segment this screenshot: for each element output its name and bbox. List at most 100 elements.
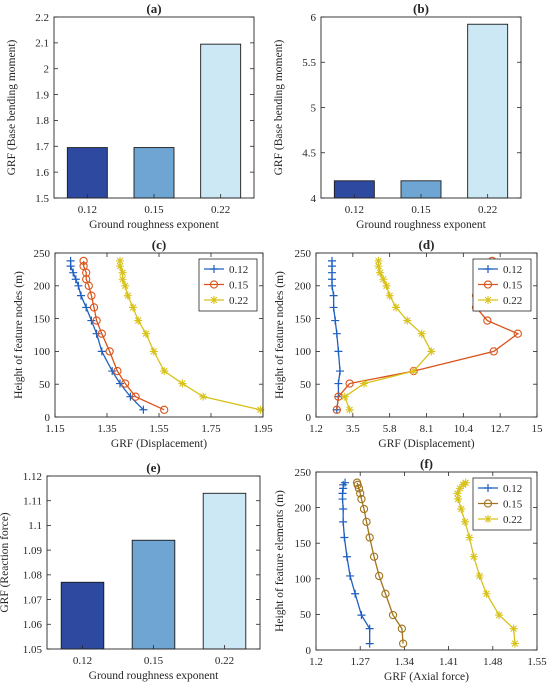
x-tick-label: 0.22 bbox=[478, 204, 497, 216]
x-tick-label: 0.22 bbox=[215, 655, 234, 667]
series-point-0.22 bbox=[199, 392, 208, 401]
panel-f: (f) 0 50 100 150 200 250 1.2 1.27 1.34 1.41 1.48 1.5… bbox=[274, 456, 547, 683]
x-tick-label: 0.15 bbox=[144, 655, 164, 667]
series-point-0.15 bbox=[105, 347, 114, 356]
legend-label: 0.22 bbox=[503, 295, 522, 307]
series-point-0.22 bbox=[427, 347, 436, 356]
series-point-0.15 bbox=[87, 291, 96, 300]
x-axis-label: GRF (Displacement) bbox=[378, 438, 474, 450]
panel-e: (e) 1.05 1.06 1.07 1.08 1.09 1.1 1.11 1.12 0.12 0.… bbox=[0, 460, 261, 682]
series-point-0.12 bbox=[77, 291, 85, 300]
series-point-0.22 bbox=[392, 303, 401, 312]
x-tick-label: 1.95 bbox=[253, 423, 273, 435]
y-tick-label: 250 bbox=[295, 248, 312, 260]
y-tick-label: 4.5 bbox=[302, 148, 316, 160]
x-tick-label: 10.4 bbox=[454, 423, 474, 435]
y-tick-label: 50 bbox=[39, 379, 51, 391]
legend-label: 0.15 bbox=[229, 279, 249, 291]
panel-label: (e) bbox=[146, 460, 160, 475]
series-point-0.15 bbox=[97, 329, 106, 338]
series-point-0.12 bbox=[341, 478, 350, 487]
y-tick-label: 2.2 bbox=[35, 12, 49, 24]
series-point-0.12 bbox=[339, 517, 348, 526]
series-point-0.22 bbox=[129, 303, 137, 312]
x-tick-label: 0.12 bbox=[73, 655, 92, 667]
y-tick-label: 1.8 bbox=[35, 115, 49, 127]
series-point-0.22 bbox=[374, 262, 383, 271]
x-axis-label: Ground roughness exponent bbox=[89, 219, 219, 231]
x-tick-label: 5.8 bbox=[383, 423, 397, 435]
series-point-0.15 bbox=[345, 379, 354, 388]
series-point-0.22 bbox=[409, 367, 418, 376]
series-point-0.22 bbox=[475, 571, 484, 580]
series-point-0.22 bbox=[116, 256, 124, 265]
series-point-0.22 bbox=[482, 589, 491, 598]
y-tick-label: 2.1 bbox=[35, 38, 49, 50]
legend-marker bbox=[483, 499, 493, 508]
y-tick-label: 250 bbox=[34, 248, 51, 260]
panel-label: (a) bbox=[146, 1, 161, 16]
y-tick-label: 4 bbox=[311, 193, 317, 205]
y-tick-label: 50 bbox=[300, 609, 312, 621]
y-axis-label: GRF (Base bending moment) bbox=[273, 39, 285, 175]
bar bbox=[66, 147, 108, 199]
x-axis-label: Ground roughness exponent bbox=[356, 219, 486, 231]
series-point-0.22 bbox=[178, 379, 187, 388]
series-point-0.12 bbox=[331, 316, 340, 325]
y-axis-label: Height of feature nodes (m) bbox=[13, 271, 25, 399]
y-axis-label: GRF (Reaction force) bbox=[0, 512, 11, 612]
x-tick-label: 1.2 bbox=[309, 656, 323, 668]
y-tick-label: 1.1 bbox=[28, 520, 42, 532]
series-point-0.22 bbox=[495, 611, 504, 620]
y-tick-label: 1.06 bbox=[23, 619, 43, 631]
x-tick-label: 0.15 bbox=[411, 204, 431, 216]
series-point-0.12 bbox=[71, 275, 80, 284]
series-point-0.22 bbox=[123, 291, 132, 300]
y-tick-label: 1.05 bbox=[23, 644, 43, 656]
series-point-0.12 bbox=[329, 291, 338, 300]
y-tick-label: 1.5 bbox=[35, 193, 49, 205]
x-tick-label: 15 bbox=[532, 423, 544, 435]
series-point-0.15 bbox=[92, 316, 101, 325]
y-tick-label: 200 bbox=[295, 281, 312, 293]
legend-label: 0.12 bbox=[503, 264, 522, 276]
series-point-0.22 bbox=[461, 517, 470, 526]
x-tick-label: 0.12 bbox=[345, 204, 364, 216]
panel-label: (c) bbox=[152, 237, 166, 252]
series-point-0.22 bbox=[454, 495, 463, 504]
series-point-0.22 bbox=[385, 291, 394, 300]
series-point-0.22 bbox=[469, 552, 478, 561]
series-point-0.22 bbox=[121, 281, 130, 290]
legend-label: 0.12 bbox=[503, 483, 522, 495]
y-tick-label: 1.11 bbox=[23, 496, 42, 508]
legend-marker bbox=[484, 515, 492, 523]
series-point-0.15 bbox=[160, 405, 169, 414]
plot-frame bbox=[315, 252, 538, 418]
legend-marker bbox=[210, 296, 218, 304]
x-tick-label: 1.55 bbox=[149, 423, 169, 435]
series-point-0.15 bbox=[369, 552, 379, 561]
panel-a: (a) 1.5 1.6 1.7 1.8 1.9 2 2.1 2.2 0.12 0.15 0.22 Gro… bbox=[6, 1, 255, 231]
x-tick-label: 1.55 bbox=[527, 656, 547, 668]
y-tick-label: 100 bbox=[34, 346, 51, 358]
series-point-0.22 bbox=[160, 367, 169, 376]
series-point-0.22 bbox=[453, 489, 462, 498]
legend-label: 0.15 bbox=[503, 279, 523, 291]
series-point-0.15 bbox=[483, 316, 492, 325]
y-tick-label: 50 bbox=[300, 379, 312, 391]
legend-marker bbox=[483, 280, 493, 289]
y-tick-label: 2 bbox=[44, 64, 50, 76]
x-tick-label: 1.15 bbox=[45, 423, 65, 435]
legend-label: 0.12 bbox=[229, 264, 248, 276]
y-tick-label: 6 bbox=[311, 12, 317, 24]
series-point-0.22 bbox=[345, 405, 354, 414]
series-point-0.12 bbox=[334, 347, 343, 356]
y-tick-label: 1.9 bbox=[35, 89, 49, 101]
x-tick-label: 0.12 bbox=[78, 204, 97, 216]
x-axis-label: Ground roughness exponent bbox=[89, 670, 219, 682]
series-point-0.22 bbox=[417, 329, 426, 338]
series-point-0.22 bbox=[455, 484, 464, 493]
series-point-0.15 bbox=[388, 610, 398, 620]
series-point-0.15 bbox=[362, 517, 371, 526]
series-point-0.12 bbox=[357, 611, 366, 620]
